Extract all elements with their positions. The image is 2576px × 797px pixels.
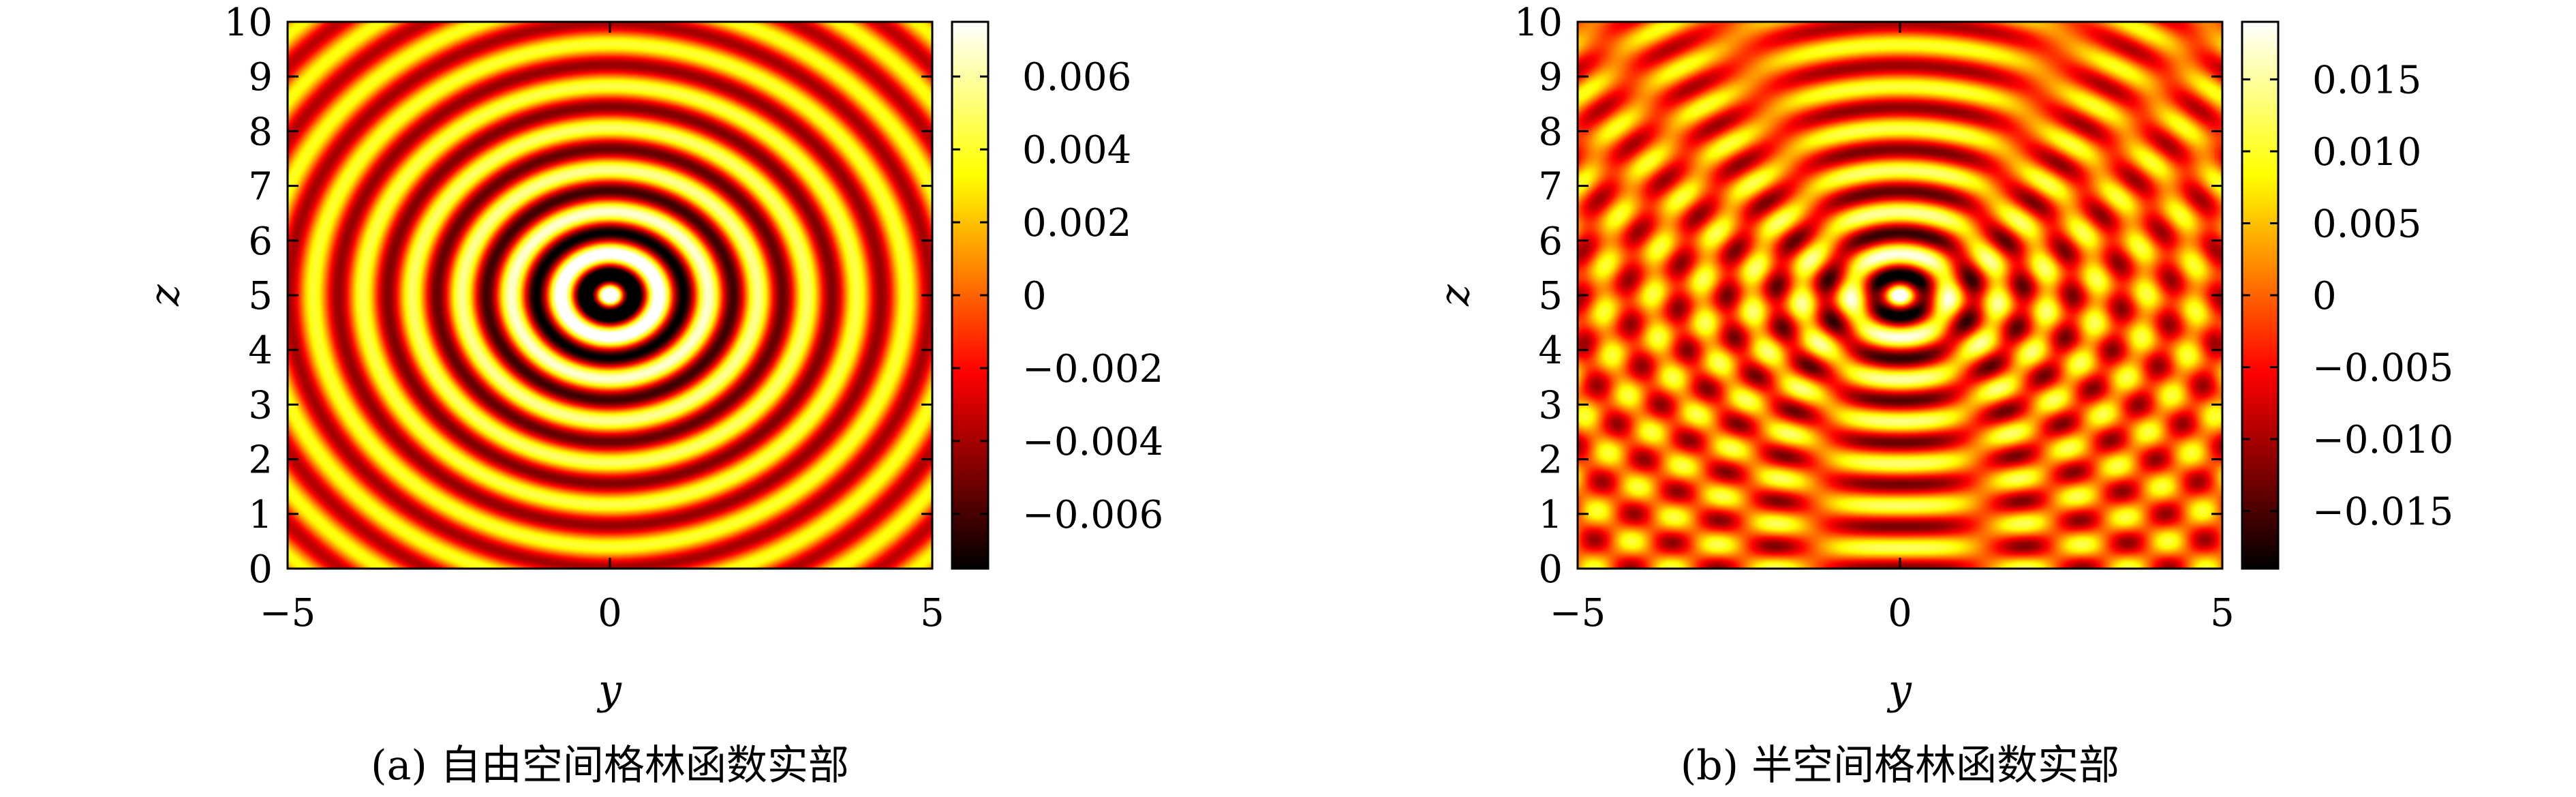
y-tick-labels-a: 0 1 2 3 4 5 6 7 8 9 10 bbox=[224, 1, 273, 592]
x-tick-label: 5 bbox=[920, 591, 945, 635]
y-tick-labels-b: 0 1 2 3 4 5 6 7 8 9 10 bbox=[1514, 1, 1563, 592]
heatmap-b bbox=[1578, 22, 2222, 569]
y-tick-label: 3 bbox=[248, 383, 273, 427]
colorbar-tick-label: −0.015 bbox=[2312, 490, 2453, 535]
colorbar-ticks-a: 0.006 0.004 0.002 0 −0.002 −0.004 −0.006 bbox=[952, 55, 1163, 537]
x-tick-label: 0 bbox=[1888, 591, 1912, 635]
y-tick-label: 1 bbox=[248, 493, 273, 537]
y-tick-label: 8 bbox=[1538, 110, 1563, 154]
colorbar-tick-label: −0.004 bbox=[1022, 420, 1163, 464]
colorbar-tick-label: −0.002 bbox=[1022, 347, 1163, 391]
y-tick-label: 10 bbox=[1514, 1, 1563, 45]
colorbar-tick-label: 0.005 bbox=[2312, 202, 2421, 246]
y-tick-label: 7 bbox=[1538, 165, 1563, 209]
y-tick-label: 6 bbox=[248, 220, 273, 264]
y-tick-label: 6 bbox=[1538, 220, 1563, 264]
x-tick-label: 5 bbox=[2210, 591, 2235, 635]
colorbar-tick-label: 0.010 bbox=[2312, 130, 2421, 175]
colorbar-tick-label: 0.002 bbox=[1022, 201, 1131, 245]
colorbar-tick-label: −0.005 bbox=[2312, 346, 2453, 391]
x-tick-label: 0 bbox=[598, 591, 622, 635]
colorbar-tick-label: −0.010 bbox=[2312, 418, 2453, 462]
x-axis-label-b: y bbox=[1886, 666, 1912, 714]
y-tick-label: 9 bbox=[1538, 55, 1563, 100]
y-tick-label: 0 bbox=[248, 547, 273, 592]
ticks-b bbox=[1576, 20, 2224, 570]
y-tick-label: 2 bbox=[1538, 438, 1563, 483]
colorbar-tick-label: 0.004 bbox=[1022, 128, 1131, 172]
y-tick-label: 1 bbox=[1538, 493, 1563, 537]
colorbar-ticks-b: 0.015 0.010 0.005 0 −0.005 −0.010 −0.015 bbox=[2242, 58, 2453, 535]
colorbar-tick-label: −0.006 bbox=[1022, 493, 1163, 537]
y-tick-label: 5 bbox=[248, 274, 273, 318]
colorbar-tick-label: 0.006 bbox=[1022, 55, 1131, 100]
x-tick-labels-a: −5 0 5 bbox=[260, 591, 945, 635]
x-tick-labels-b: −5 0 5 bbox=[1550, 591, 2235, 635]
x-tick-label: −5 bbox=[260, 591, 316, 635]
caption-a: (a) 自由空间格林函数实部 bbox=[371, 742, 849, 790]
y-tick-label: 10 bbox=[224, 1, 273, 45]
y-tick-label: 3 bbox=[1538, 383, 1563, 427]
ticks-a bbox=[286, 20, 934, 570]
x-tick-label: −5 bbox=[1550, 591, 1606, 635]
colorbar-tick-label: 0 bbox=[1022, 274, 1047, 318]
y-axis-label-b: z bbox=[1431, 284, 1479, 307]
y-tick-label: 5 bbox=[1538, 274, 1563, 318]
y-tick-label: 7 bbox=[248, 165, 273, 209]
y-tick-label: 4 bbox=[248, 329, 273, 373]
y-tick-label: 8 bbox=[248, 110, 273, 154]
y-tick-label: 4 bbox=[1538, 329, 1563, 373]
y-tick-label: 2 bbox=[248, 438, 273, 483]
colorbar-tick-label: 0 bbox=[2312, 274, 2337, 318]
heatmap-a bbox=[288, 22, 932, 569]
colorbar-tick-label: 0.015 bbox=[2312, 58, 2421, 102]
caption-b: (b) 半空间格林函数实部 bbox=[1681, 742, 2119, 790]
y-tick-label: 9 bbox=[248, 55, 273, 100]
y-tick-label: 0 bbox=[1538, 547, 1563, 592]
y-axis-label-a: z bbox=[141, 284, 189, 307]
x-axis-label-a: y bbox=[596, 666, 622, 714]
